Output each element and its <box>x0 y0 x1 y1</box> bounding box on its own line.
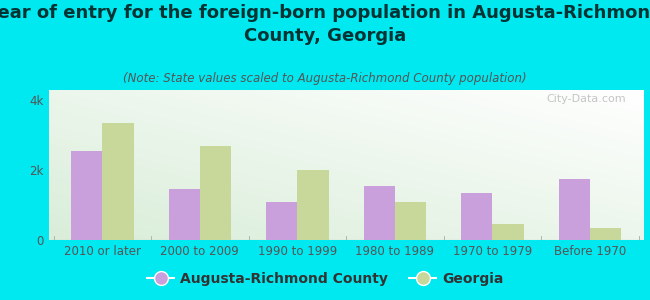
Legend: Augusta-Richmond County, Georgia: Augusta-Richmond County, Georgia <box>141 266 509 292</box>
Bar <box>590 228 621 240</box>
Bar <box>169 189 200 240</box>
Text: (Note: State values scaled to Augusta-Richmond County population): (Note: State values scaled to Augusta-Ri… <box>124 72 526 85</box>
Bar <box>493 224 524 240</box>
Bar <box>558 179 590 240</box>
Text: City-Data.com: City-Data.com <box>546 94 626 104</box>
Bar <box>364 186 395 240</box>
Bar <box>462 193 493 240</box>
Bar <box>298 170 328 240</box>
Bar <box>103 123 134 240</box>
Bar <box>395 202 426 240</box>
Bar <box>72 151 103 240</box>
Bar <box>266 202 298 240</box>
Bar <box>200 146 231 240</box>
Text: Year of entry for the foreign-born population in Augusta-Richmond
County, Georgi: Year of entry for the foreign-born popul… <box>0 4 650 45</box>
